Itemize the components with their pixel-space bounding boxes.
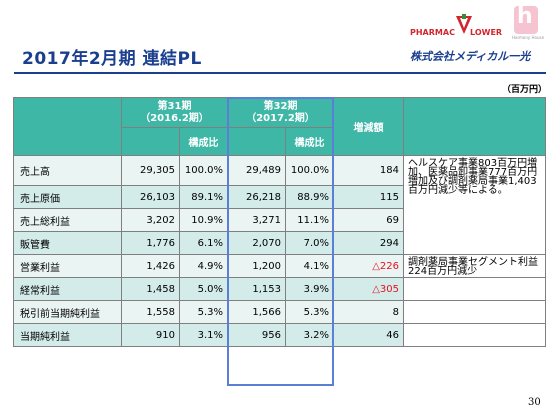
ratio32-header: 構成比 — [286, 128, 334, 156]
note-operating: 調剤薬局事業セグメント利益 224百万円減少 — [404, 255, 546, 278]
table-row: 税引前当期純利益 1,558 5.3% 1,566 5.3% 8 — [14, 301, 546, 324]
harmony-house-logo-icon: h — [514, 6, 538, 34]
change-header: 増減額 — [334, 98, 404, 156]
page-title: 2017年2月期 連結PL — [22, 44, 202, 69]
company-name: 株式会社メディカル一光 — [410, 48, 530, 64]
note-sales: ヘルスケア事業803百万円増加、医薬品卸事業777百万円増加及び調剤薬局事業1,… — [404, 156, 546, 255]
ratio31-header: 構成比 — [180, 128, 228, 156]
table-row: 経常利益 1,458 5.0% 1,153 3.9% △305 — [14, 278, 546, 301]
brand-lower: LOWER — [470, 28, 502, 37]
table-row: 売上高 29,305 100.0% 29,489 100.0% 184 ヘルスケ… — [14, 156, 546, 186]
table-row: 営業利益 1,426 4.9% 1,200 4.1% △226 調剤薬局事業セグ… — [14, 255, 546, 278]
period32-label: 第32期 — [264, 101, 298, 112]
table-row: 当期純利益 910 3.1% 956 3.2% 46 — [14, 324, 546, 347]
period31-sub-label: （2016.2期） — [140, 113, 209, 124]
pl-table: 第31期 （2016.2期） 第32期 （2017.2期） 増減額 構成比 構成… — [13, 97, 546, 347]
period32-sub-label: （2017.2期） — [246, 113, 315, 124]
period31-label: 第31期 — [158, 101, 192, 112]
brand-area: PHARMAC LOWER h Harmony House 株式会社メディカル一… — [400, 4, 550, 64]
table-header-row-1: 第31期 （2016.2期） 第32期 （2017.2期） 増減額 — [14, 98, 546, 128]
unit-label: （百万円） — [502, 82, 547, 95]
brand-pharmac: PHARMAC — [410, 28, 455, 37]
brand-harmony: Harmony House — [512, 35, 544, 40]
period32-header: 第32期 （2017.2期） — [228, 98, 334, 128]
title-underline — [14, 72, 546, 74]
period31-header: 第31期 （2016.2期） — [122, 98, 228, 128]
page-number: 30 — [528, 397, 541, 408]
